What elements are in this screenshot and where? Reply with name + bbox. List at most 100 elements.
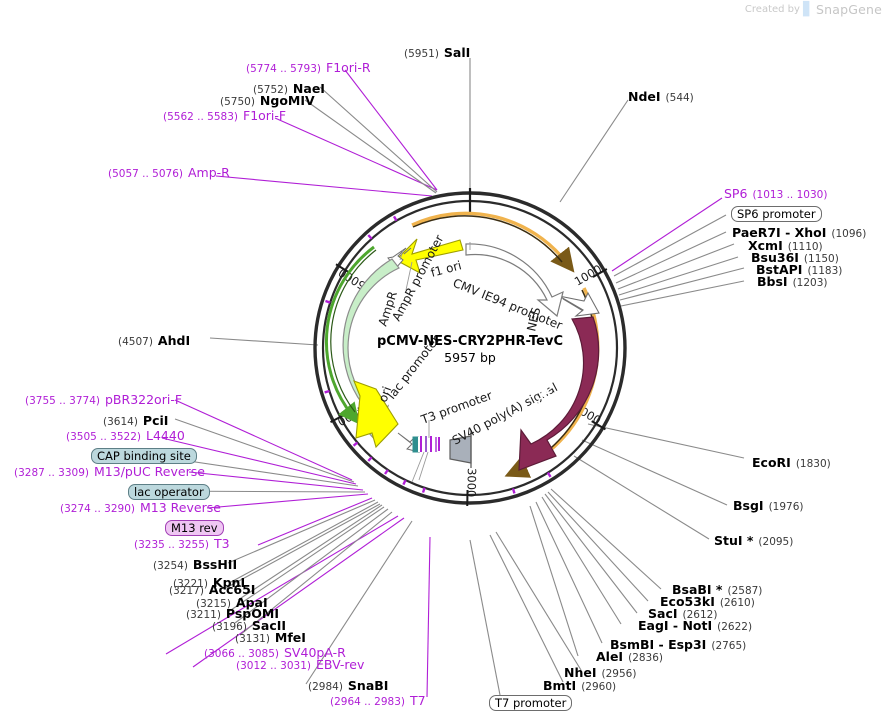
boxed-label-t7-promoter: T7 promoter [489, 695, 573, 712]
feature-block-sv40-polya [449, 430, 472, 468]
label-bsu36i: Bsu36I (1150) [751, 249, 839, 265]
primer-ticks [324, 215, 552, 494]
enzyme-saci: SacI [648, 606, 678, 621]
leader-line-sp6 [611, 197, 723, 272]
label-paer7i-xhoi: PaeR7I - XhoI (1096) [732, 224, 866, 240]
enzyme-eco53ki: Eco53kI [660, 594, 715, 609]
position-bsmbi-esp3i: (2765) [711, 640, 747, 652]
position-sacii: (3196) [212, 621, 247, 633]
label-saci: SacI (2612) [648, 605, 717, 621]
internal-leader-stalks [399, 242, 471, 483]
feature-arrow-cry2phr [518, 316, 600, 471]
enzyme-bsu36i: Bsu36I [751, 250, 799, 265]
enzyme-sacii: SacII [251, 618, 287, 633]
tick-label-1000: 1000 [572, 262, 604, 289]
primer-sp6: SP6 [724, 186, 748, 201]
enzyme-acc65i: Acc65I [208, 582, 256, 597]
enzyme-ecori: EcoRI [752, 455, 791, 470]
leader-lines-top [469, 58, 629, 203]
label-ngomiv: (5750) NgoMIV [220, 92, 315, 108]
label-sv40pa-r: (3066 .. 3085) SV40pA-R [204, 646, 346, 660]
position-ahdi: (4507) [118, 336, 153, 348]
label-f1ori-f: (5562 .. 5583) F1ori-F [163, 108, 287, 123]
position-f1ori-f: (5562 .. 5583) [163, 111, 238, 123]
label-sp6: SP6 (1013 .. 1030) [724, 186, 828, 201]
plasmid-length: 5957 bp [444, 350, 496, 365]
watermark-brand: SnapGene [815, 2, 882, 17]
feature-label-nes: NES [524, 306, 543, 333]
position-sv40pa-r: (3066 .. 3085) [204, 648, 279, 660]
primer-f1ori-f: F1ori-F [243, 108, 287, 123]
leader-lines-left-enzymes [147, 418, 413, 685]
feature-label-ori: ori [376, 385, 394, 404]
primer-m13-puc-reverse: M13/pUC Reverse [94, 464, 205, 479]
primer-f1ori-r: F1ori-R [326, 60, 371, 75]
label-ahdi: (4507) AhdI [118, 332, 190, 348]
position-naei: (5752) [253, 84, 288, 96]
label-naei: (5752) NaeI [253, 80, 325, 96]
enzyme-kpni: KpnI [212, 575, 246, 590]
mcs-feature-block [412, 436, 440, 453]
label-acc65i: (3217) Acc65I [169, 581, 255, 597]
plasmid-title: pCMV-NES-CRY2PHR-TevC [377, 334, 563, 349]
position-ebv-rev: (3012 .. 3031) [236, 660, 311, 672]
primer-t3: T3 [214, 536, 230, 551]
position-paer7i-xhoi: (1096) [831, 228, 867, 240]
leader-lines-upper-left-enzymes [304, 86, 438, 194]
position-nhei: (2956) [601, 668, 637, 680]
position-ndei: (544) [665, 92, 694, 104]
label-bmti: BmtI (2960) [543, 677, 616, 693]
position-saci: (2612) [682, 609, 718, 621]
primer-amp-r: Amp-R [188, 165, 230, 180]
feature-arrow-f1-ori [395, 238, 464, 275]
position-m13-puc-reverse: (3287 .. 3309) [14, 467, 89, 479]
position-mfei: (3131) [235, 633, 270, 645]
enzyme-sali: SalI [443, 45, 471, 60]
label-sacii: (3196) SacII [212, 617, 286, 633]
enzyme-naei: NaeI [292, 81, 325, 96]
enzyme-alei: AleI [596, 649, 624, 664]
position-amp-r: (5057 .. 5076) [108, 168, 183, 180]
position-stui: (2095) [758, 536, 794, 548]
position-eco53ki: (2610) [719, 597, 755, 609]
primer-pbr322ori-f: pBR322ori-F [105, 392, 183, 407]
enzyme-stui: StuI * [714, 533, 754, 548]
position-bsabi: (2587) [727, 585, 763, 597]
position-t3: (3235 .. 3255) [134, 539, 209, 551]
enzyme-snabi: SnaBI [347, 678, 389, 693]
position-pspomi: (3211) [186, 609, 221, 621]
label-pbr322ori-f: (3755 .. 3774) pBR322ori-F [25, 392, 183, 407]
leader-lines-right-lower [529, 423, 745, 657]
label-pcii: (3614) PciI [103, 412, 168, 428]
feature-arrow-cmv-promoter [465, 243, 564, 318]
watermark-prefix: Created by [744, 4, 800, 15]
primer-l4440: L4440 [146, 428, 185, 443]
label-mfei: (3131) MfeI [235, 629, 306, 645]
label-snabi: (2984) SnaBI [308, 677, 388, 693]
snapgene-logo-icon: ▋ [802, 2, 813, 17]
leader-lines-right-upper [613, 214, 745, 307]
position-bsu36i: (1150) [803, 253, 839, 265]
enzyme-xcmi: XcmI [748, 238, 783, 253]
label-amp-r: (5057 .. 5076) Amp-R [108, 165, 230, 180]
enzyme-paer7i-xhoi: PaeR7I - XhoI [732, 225, 827, 240]
label-stui: StuI * (2095) [714, 532, 793, 548]
ampr-outline-arc [324, 245, 375, 425]
snapgene-watermark: Created by ▋ SnapGene [745, 2, 882, 17]
enzyme-bsabi: BsaBI * [672, 582, 723, 597]
enzyme-eagi-noti: EagI - NotI [638, 618, 713, 633]
leader-lines-upper-left-primers [215, 69, 438, 197]
label-xcmi: XcmI (1110) [748, 237, 823, 253]
label-ndei: NdeI (544) [628, 88, 694, 104]
position-apai: (3215) [196, 598, 231, 610]
label-bsabi: BsaBI * (2587) [672, 581, 762, 597]
label-m13-reverse: (3274 .. 3290) M13 Reverse [60, 501, 221, 515]
label-nhei: NheI (2956) [564, 664, 636, 680]
label-pspomi: (3211) PspOMI [186, 605, 279, 621]
position-bstapi: (1183) [807, 265, 843, 277]
label-f1ori-r: (5774 .. 5793) F1ori-R [246, 60, 371, 75]
enzyme-bmti: BmtI [543, 678, 577, 693]
feature-arrow-ori [353, 380, 399, 449]
position-sp6: (1013 .. 1030) [752, 189, 828, 201]
